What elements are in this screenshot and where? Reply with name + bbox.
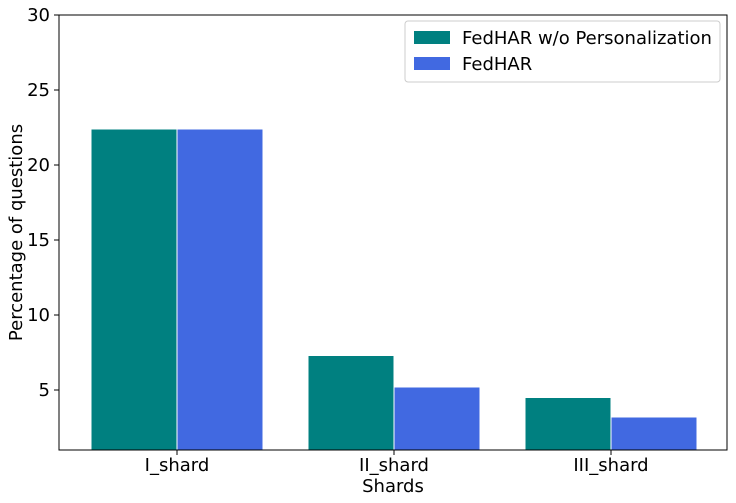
legend: FedHAR w/o Personalization FedHAR <box>404 20 721 83</box>
legend-swatch <box>414 31 450 44</box>
x-tick-label: I_shard <box>145 455 210 476</box>
bar-III_shard-series-2 <box>610 416 698 451</box>
legend-label: FedHAR <box>462 54 532 75</box>
bar-II_shard-series-1 <box>307 355 395 451</box>
y-tick-label: 15 <box>27 230 50 251</box>
y-tick-label: 20 <box>27 155 50 176</box>
bar-I_shard-series-1 <box>90 128 178 451</box>
x-axis-title: Shards <box>362 476 424 497</box>
bar-II_shard-series-2 <box>393 386 481 451</box>
bars-group <box>90 128 698 451</box>
plot-frame <box>58 14 728 451</box>
x-tick-label: III_shard <box>573 455 648 476</box>
x-axis: I_shard II_shard III_shard <box>145 450 649 476</box>
legend-box <box>404 20 721 83</box>
legend-swatch <box>414 57 450 70</box>
y-tick-label: 30 <box>27 5 50 26</box>
y-axis-title: Percentage of questions <box>6 124 27 341</box>
legend-label: FedHAR w/o Personalization <box>462 28 712 49</box>
x-tick-label: II_shard <box>359 455 429 476</box>
y-axis: 5 10 15 20 25 30 <box>27 5 59 401</box>
bar-I_shard-series-2 <box>176 128 264 451</box>
bar-III_shard-series-1 <box>524 397 612 451</box>
y-tick-label: 25 <box>27 80 50 101</box>
y-tick-label: 5 <box>39 380 50 401</box>
y-tick-label: 10 <box>27 305 50 326</box>
